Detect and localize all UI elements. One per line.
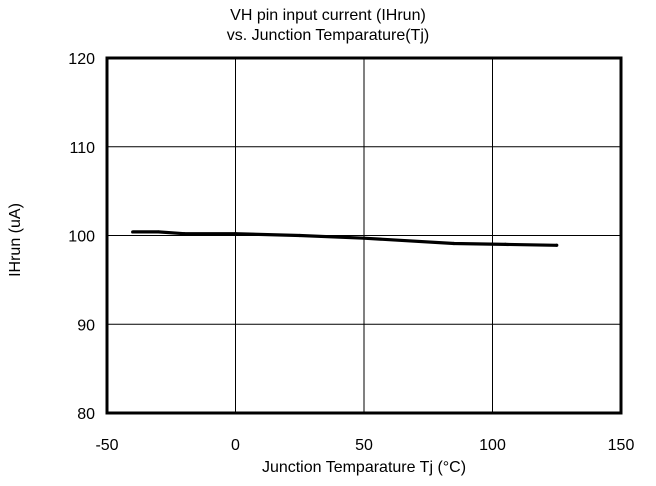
chart-title-line-1: VH pin input current (IHrun) (230, 7, 426, 24)
data-point (555, 243, 559, 247)
y-tick-label: 120 (68, 51, 95, 68)
chart-title-line-2: vs. Junction Temparature(Tj) (226, 27, 430, 44)
series-line (132, 230, 557, 247)
series-layer (131, 230, 559, 247)
data-point (298, 233, 302, 238)
data-point (156, 230, 160, 234)
data-point (503, 242, 507, 246)
x-tick-label: -50 (95, 437, 118, 454)
plot-frame (105, 56, 623, 415)
data-point (131, 230, 135, 234)
data-point (182, 232, 186, 236)
x-tick-label: 0 (231, 437, 240, 454)
grid-layer (107, 58, 621, 413)
x-axis-label: Junction Temparature Tj (°C) (261, 459, 467, 476)
data-point (362, 236, 366, 240)
x-tick-label: 50 (355, 437, 373, 454)
y-tick-label: 90 (77, 317, 95, 334)
data-point (452, 241, 456, 246)
tick-label-layer: -50 0 50 100 150 80 90 100 110 120 (68, 51, 634, 454)
data-point (233, 232, 238, 236)
x-tick-label: 150 (608, 437, 635, 454)
y-tick-label: 100 (68, 229, 95, 246)
x-tick-label: 100 (479, 437, 506, 454)
y-tick-label: 110 (69, 140, 95, 157)
y-tick-label: 80 (77, 406, 95, 423)
